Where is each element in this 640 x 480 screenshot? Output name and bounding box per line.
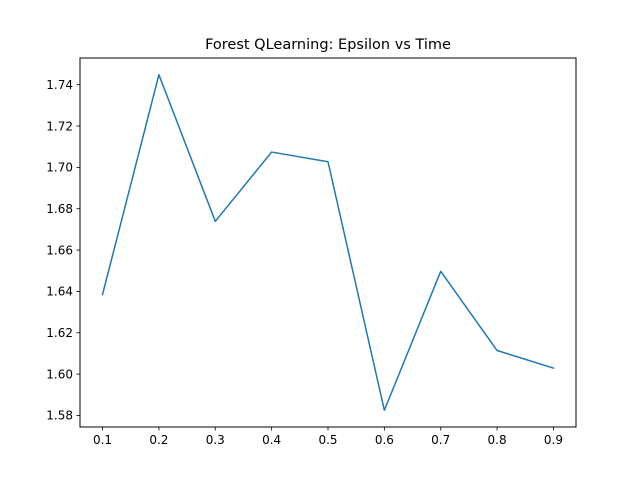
plot-frame: [79, 57, 577, 428]
data-point: [496, 349, 499, 352]
x-tick-label: 0.7: [431, 433, 450, 447]
data-point: [270, 151, 273, 154]
x-tick-label: 0.1: [93, 433, 112, 447]
data-point: [327, 160, 330, 163]
y-axis: 1.58 1.60 1.62 1.64 1.66 1.68 1.70 1.72 1.74: [46, 78, 80, 423]
x-tick-label: 0.2: [149, 433, 168, 447]
data-point: [439, 270, 442, 273]
y-tick-label: 1.70: [46, 161, 73, 175]
x-tick-label: 0.3: [206, 433, 225, 447]
series-layer: [101, 73, 555, 412]
x-axis: 0.1 0.2 0.3 0.4 0.5 0.6 0.7 0.8 0.9: [93, 427, 563, 447]
plot-area: [80, 58, 576, 427]
y-tick-label: 1.72: [46, 119, 73, 133]
x-tick-label: 0.9: [544, 433, 563, 447]
x-tick-label: 0.5: [318, 433, 337, 447]
chart-title: Forest QLearning: Epsilon vs Time: [205, 37, 451, 53]
y-tick-label: 1.66: [46, 243, 73, 257]
data-point: [214, 220, 217, 223]
y-tick-label: 1.58: [46, 409, 73, 423]
y-tick-label: 1.68: [46, 202, 73, 216]
data-point: [552, 367, 555, 370]
y-tick-label: 1.74: [46, 78, 73, 92]
data-point: [157, 73, 160, 76]
y-tick-label: 1.64: [46, 285, 73, 299]
x-tick-label: 0.4: [262, 433, 281, 447]
x-tick-label: 0.8: [488, 433, 507, 447]
series-line: [101, 73, 555, 412]
data-point: [101, 293, 104, 296]
y-tick-label: 1.62: [46, 326, 73, 340]
x-tick-label: 0.6: [375, 433, 394, 447]
data-point: [383, 409, 386, 412]
y-tick-label: 1.60: [46, 367, 73, 381]
